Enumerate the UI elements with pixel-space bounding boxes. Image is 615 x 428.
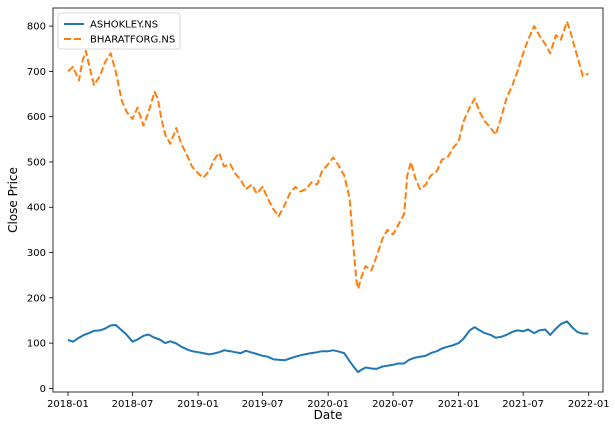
x-tick-label: 2022-01 — [568, 399, 610, 410]
y-tick-label: 500 — [27, 157, 46, 168]
y-tick-label: 700 — [27, 67, 46, 78]
y-tick-label: 0 — [40, 384, 46, 395]
y-tick-label: 100 — [27, 339, 46, 350]
legend-label-1: ASHOKLEY.NS — [90, 20, 158, 31]
x-tick-label: 2021-07 — [502, 399, 544, 410]
y-tick-label: 400 — [27, 203, 46, 214]
y-tick-label: 200 — [27, 293, 46, 304]
y-tick-label: 300 — [27, 248, 46, 259]
x-tick-label: 2019-01 — [177, 399, 219, 410]
series-line-1 — [67, 320, 589, 374]
plot-frame — [52, 7, 604, 393]
legend-label-2: BHARATFORG.NS — [90, 35, 175, 46]
series-line-2 — [67, 20, 589, 290]
x-tick-label: 2018-01 — [47, 399, 89, 410]
y-axis-label: Close Price — [6, 167, 20, 233]
y-tick-label: 600 — [27, 112, 46, 123]
axes: 2018-01 2018-07 2019-01 2019-07 2020-01 2020-… — [27, 7, 610, 410]
x-tick-label: 2021-01 — [438, 399, 480, 410]
x-tick-label: 2018-07 — [112, 399, 154, 410]
x-tick-label: 2019-07 — [242, 399, 284, 410]
x-axis-label: Date — [314, 408, 343, 422]
plot-area — [67, 20, 589, 374]
legend-box — [57, 12, 181, 50]
y-tick-label: 800 — [27, 22, 46, 33]
x-tick-label: 2020-07 — [372, 399, 414, 410]
x-tick-label: 2020-01 — [307, 399, 349, 410]
legend: ASHOKLEY.NS BHARATFORG.NS — [57, 12, 181, 50]
